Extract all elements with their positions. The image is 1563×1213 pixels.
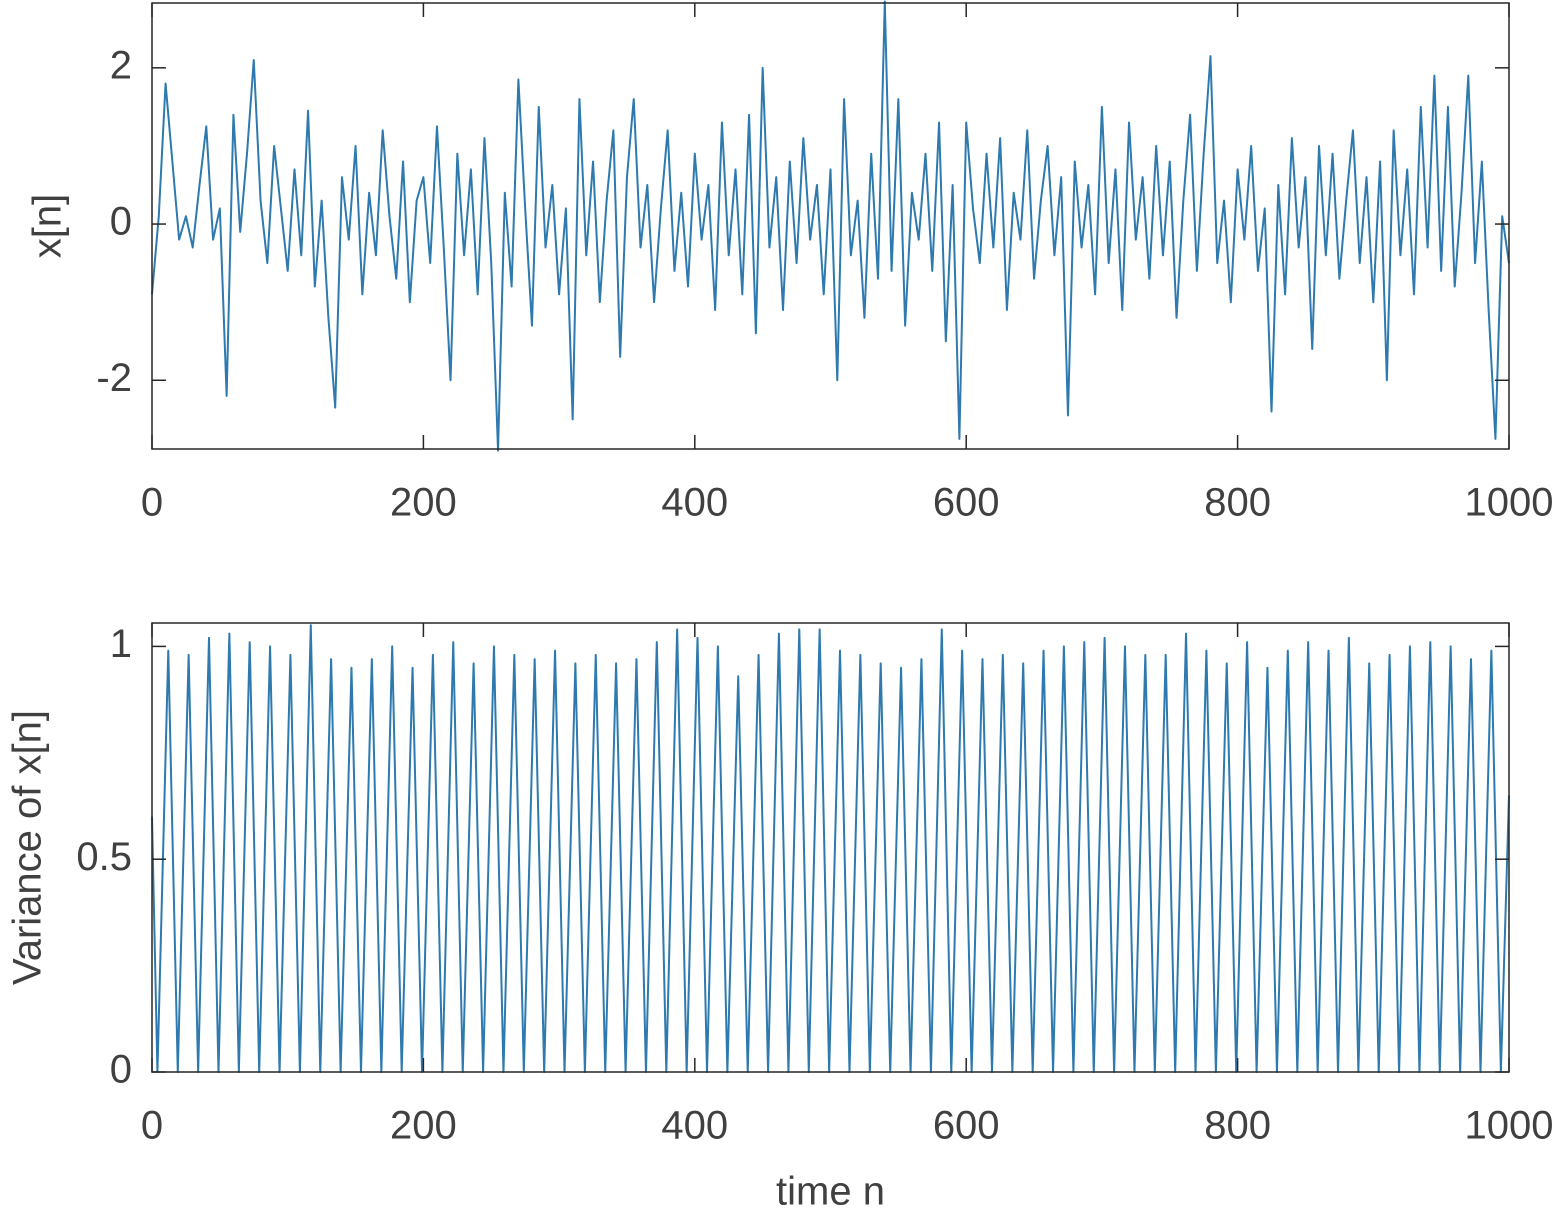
axes-box bbox=[151, 622, 1510, 1073]
y-tick-label: 2 bbox=[110, 43, 132, 87]
x-tick-label: 800 bbox=[1204, 481, 1271, 525]
x-tick-label: 600 bbox=[933, 1104, 1000, 1148]
x-tick-label: 400 bbox=[661, 481, 728, 525]
y-tick-label: 0 bbox=[110, 200, 132, 244]
y-tick-label: 0.5 bbox=[76, 835, 132, 879]
x-tick-label: 1000 bbox=[1465, 481, 1554, 525]
x-tick-label: 0 bbox=[141, 1104, 163, 1148]
x-tick-label: 200 bbox=[390, 1104, 457, 1148]
y-tick-label: 0 bbox=[110, 1048, 132, 1092]
x-tick-label: 800 bbox=[1204, 1104, 1271, 1148]
y-tick-label: 1 bbox=[110, 622, 132, 666]
data-line bbox=[151, 0, 1510, 452]
x-tick-label: 400 bbox=[661, 1104, 728, 1148]
x-tick-label: 200 bbox=[390, 481, 457, 525]
y-axis-label: Variance of x[n] bbox=[6, 710, 50, 985]
x-tick-label: 0 bbox=[141, 481, 163, 525]
y-axis-label: x[n] bbox=[26, 194, 70, 258]
data-line bbox=[151, 624, 1510, 1073]
y-tick-label: -2 bbox=[96, 356, 132, 400]
x-axis-label: time n bbox=[776, 1170, 885, 1213]
x-tick-label: 1000 bbox=[1465, 1104, 1554, 1148]
x-tick-label: 600 bbox=[933, 481, 1000, 525]
axes-box bbox=[151, 2, 1510, 450]
